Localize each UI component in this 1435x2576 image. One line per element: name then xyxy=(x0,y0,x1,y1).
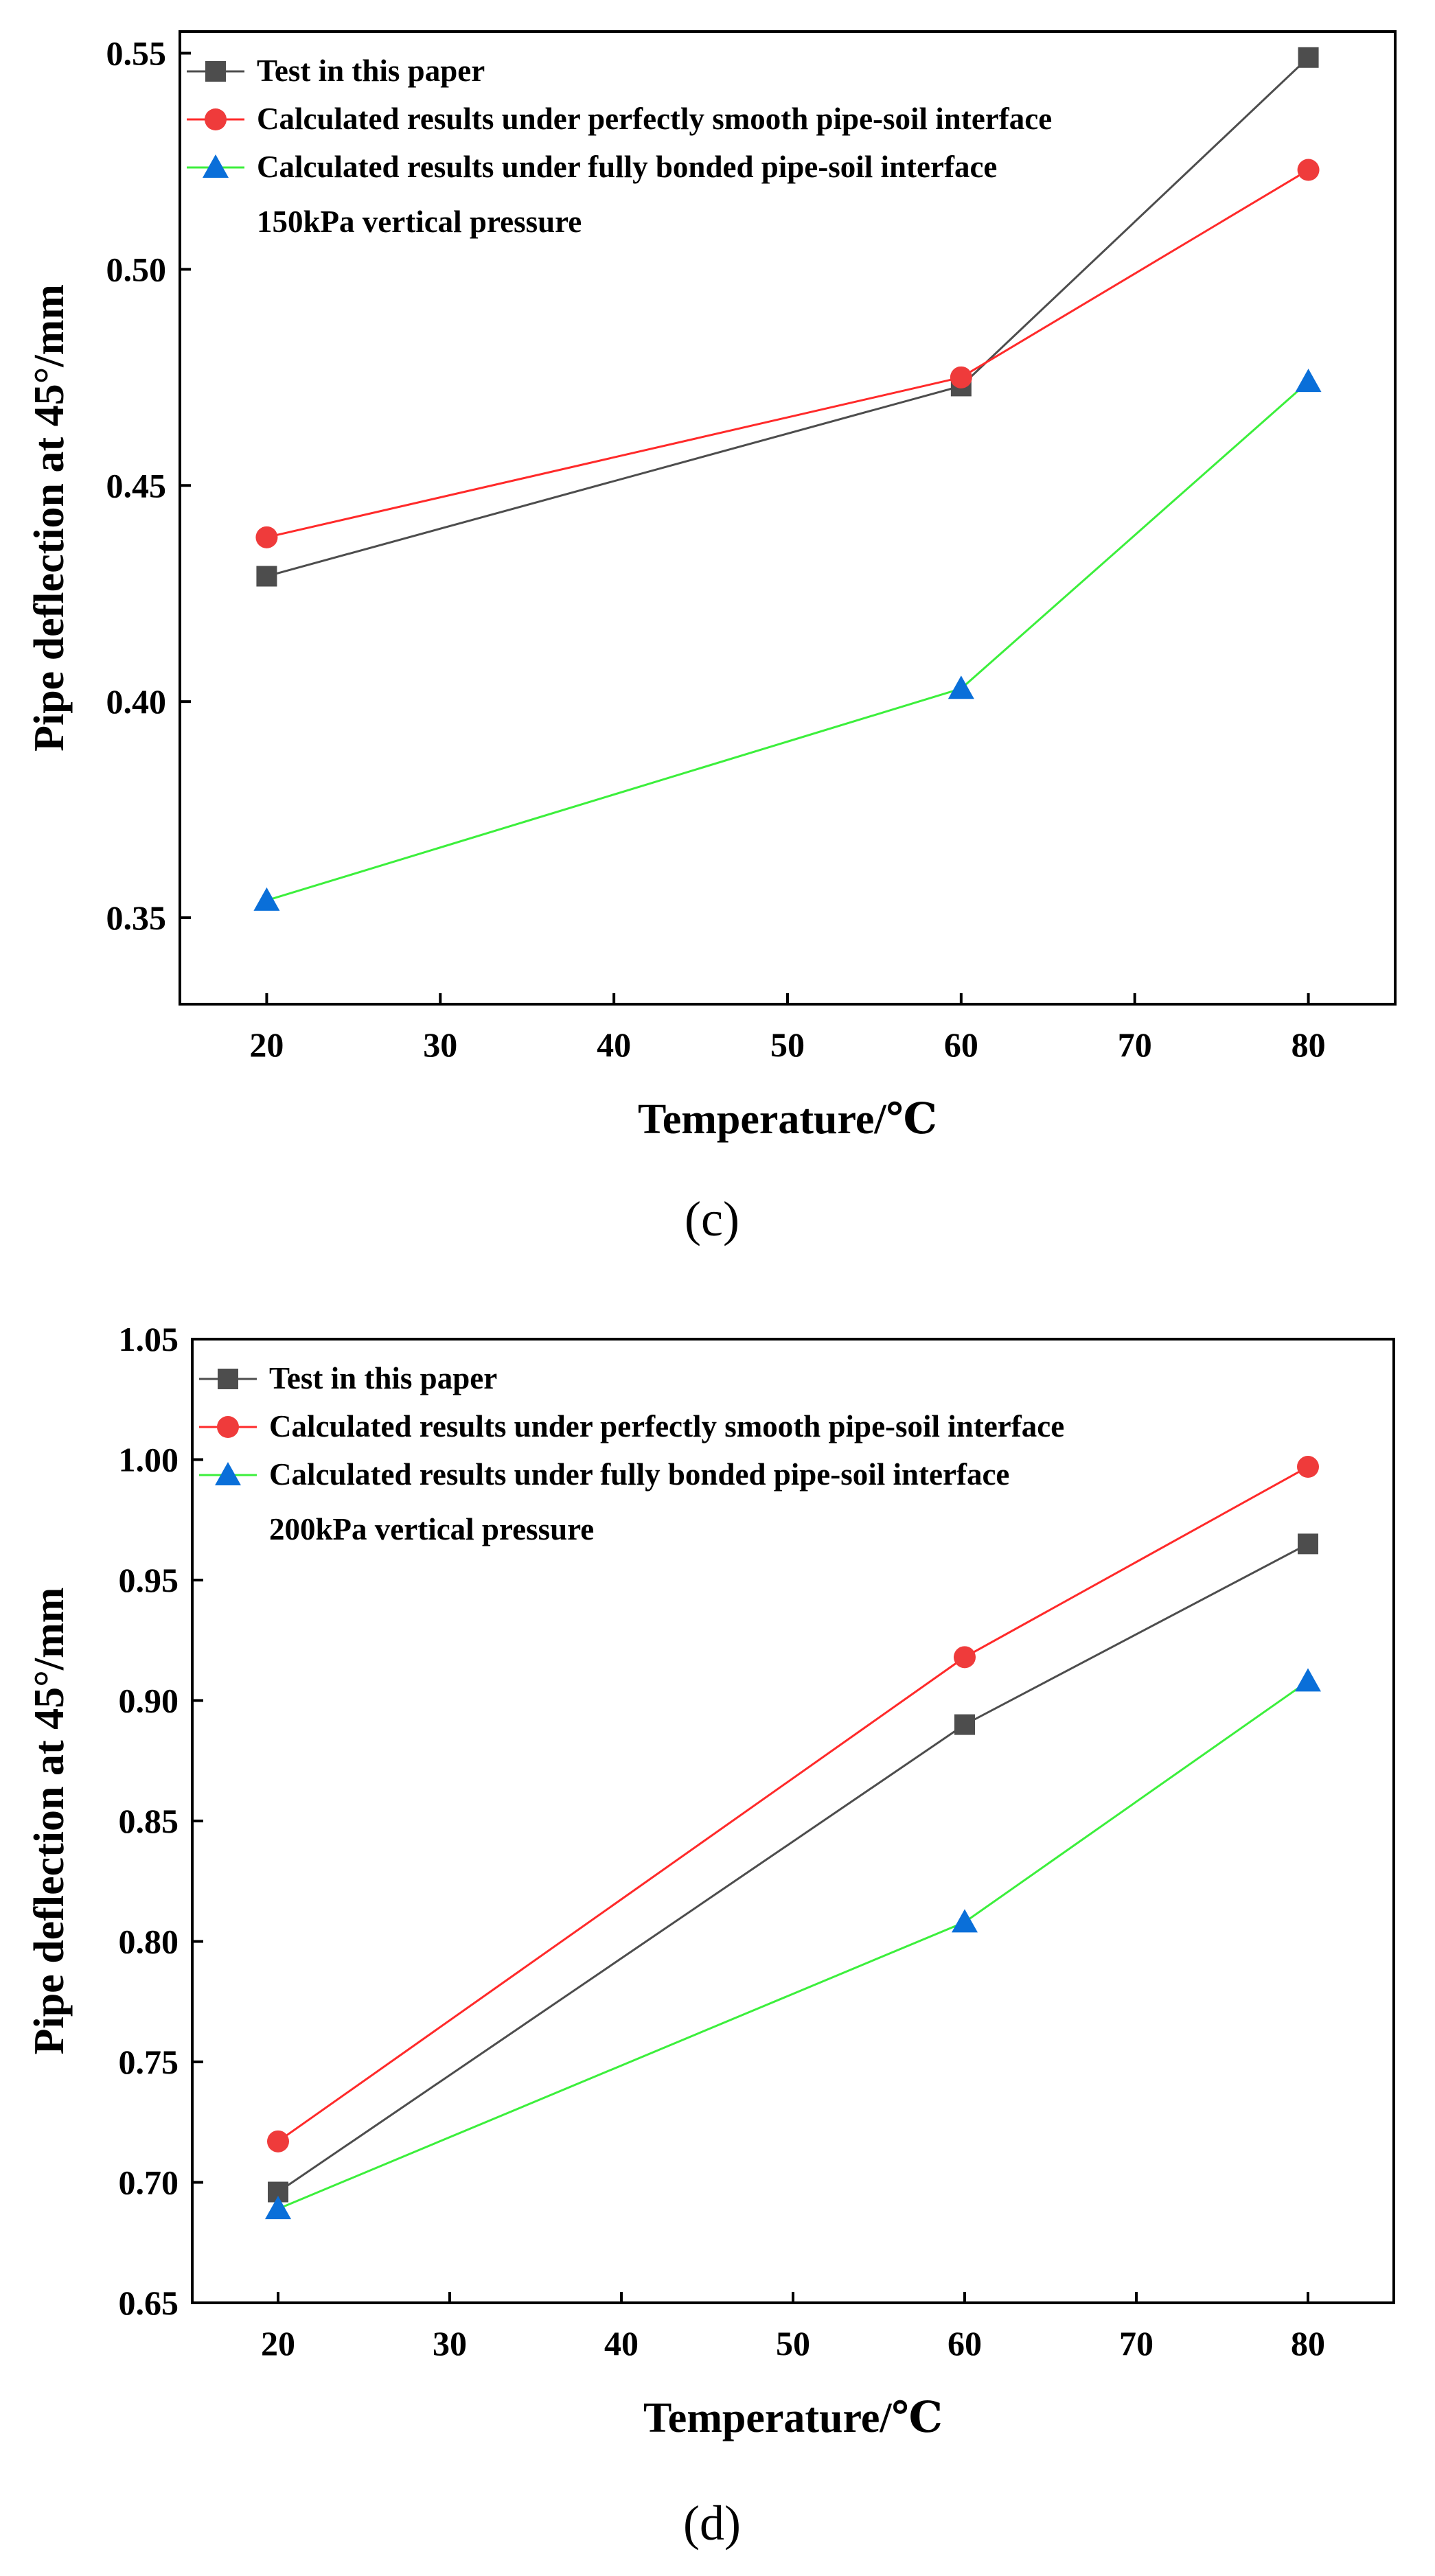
data-point-bonded xyxy=(265,2196,291,2220)
x-tick-label: 30 xyxy=(433,2324,467,2363)
x-tick-label: 60 xyxy=(944,1025,978,1064)
data-point-bonded xyxy=(948,675,974,699)
series-line-smooth xyxy=(277,1465,1309,2143)
legend-label-test: Test in this paper xyxy=(269,1361,497,1395)
y-tick-label: 0.45 xyxy=(106,466,167,504)
legend-note: 200kPa vertical pressure xyxy=(269,1512,594,1546)
legend-marker-smooth xyxy=(205,108,227,130)
y-tick-label: 0.65 xyxy=(119,2284,179,2322)
y-axis-title: Pipe deflection at 45°/mm xyxy=(26,284,73,752)
legend-marker-bonded xyxy=(203,154,229,178)
y-tick-label: 0.50 xyxy=(106,250,167,288)
x-tick-label: 20 xyxy=(249,1025,284,1064)
x-tick-label: 70 xyxy=(1118,1025,1152,1064)
x-tick-label: 50 xyxy=(776,2324,810,2363)
legend-label-bonded: Calculated results under fully bonded pi… xyxy=(269,1457,1009,1492)
legend-label-smooth: Calculated results under perfectly smoot… xyxy=(269,1409,1064,1443)
y-tick-label: 0.35 xyxy=(106,898,167,937)
chart-d: 20 30 40 50 60 70 80 0.65 0.70 0.75 0.80 0.85 0.90 0.… xyxy=(26,1320,1395,2551)
series-line-bonded xyxy=(266,380,1309,902)
legend-marker-test xyxy=(205,61,226,82)
x-tick-label: 40 xyxy=(597,1025,631,1064)
legend-marker-smooth xyxy=(217,1416,239,1438)
legend-marker-test xyxy=(218,1369,238,1389)
y-tick-label: 0.55 xyxy=(106,34,167,72)
x-tick-label: 30 xyxy=(423,1025,457,1064)
data-point-smooth xyxy=(950,366,972,388)
x-tick-label: 70 xyxy=(1119,2324,1153,2363)
legend-label-smooth: Calculated results under perfectly smoot… xyxy=(257,102,1052,136)
data-point-bonded xyxy=(253,887,280,911)
data-point-smooth xyxy=(1297,159,1320,181)
y-tick-label: 0.75 xyxy=(119,2043,179,2081)
x-tick-label: 80 xyxy=(1292,1025,1326,1064)
x-tick-label: 50 xyxy=(770,1025,805,1064)
figure-caption: (d) xyxy=(683,2496,741,2551)
figure-caption: (c) xyxy=(685,1192,739,1246)
data-point-test xyxy=(1298,1533,1318,1555)
legend-note: 150kPa vertical pressure xyxy=(257,205,582,239)
y-tick-label: 0.90 xyxy=(119,1682,179,1720)
data-point-bonded xyxy=(952,1909,978,1933)
x-tick-label: 80 xyxy=(1291,2324,1325,2363)
y-tick-label: 0.70 xyxy=(119,2163,179,2202)
y-tick-label: 0.85 xyxy=(119,1802,179,1840)
series-line-bonded xyxy=(277,1680,1309,2210)
data-point-bonded xyxy=(1295,1668,1321,1692)
chart-c: 20 30 40 50 60 70 80 0.35 0.40 0.45 0.50 0.55 Temper… xyxy=(26,30,1397,1246)
data-point-smooth xyxy=(954,1646,976,1669)
x-axis-title: Temperature/℃ xyxy=(643,2395,943,2441)
x-tick-label: 40 xyxy=(604,2324,639,2363)
y-tick-label: 0.40 xyxy=(106,682,167,721)
legend-label-bonded: Calculated results under fully bonded pi… xyxy=(257,150,997,184)
y-tick-label: 1.00 xyxy=(119,1441,179,1479)
series-line-test xyxy=(277,1543,1309,2193)
data-point-bonded xyxy=(1295,369,1322,393)
data-point-test xyxy=(954,1714,975,1735)
x-tick-label: 20 xyxy=(261,2324,295,2363)
data-point-test xyxy=(256,566,277,587)
legend-label-test: Test in this paper xyxy=(257,54,485,88)
y-axis-title: Pipe deflection at 45°/mm xyxy=(26,1588,73,2055)
x-axis-title: Temperature/℃ xyxy=(638,1096,937,1143)
data-point-smooth xyxy=(1297,1456,1319,1478)
legend-marker-bonded xyxy=(215,1462,241,1485)
y-tick-label: 1.05 xyxy=(119,1320,179,1358)
data-point-smooth xyxy=(255,526,278,548)
x-tick-label: 60 xyxy=(948,2324,982,2363)
y-tick-label: 0.80 xyxy=(119,1923,179,1961)
data-point-smooth xyxy=(267,2130,289,2153)
data-point-test xyxy=(1298,47,1319,68)
y-tick-label: 0.95 xyxy=(119,1561,179,1599)
